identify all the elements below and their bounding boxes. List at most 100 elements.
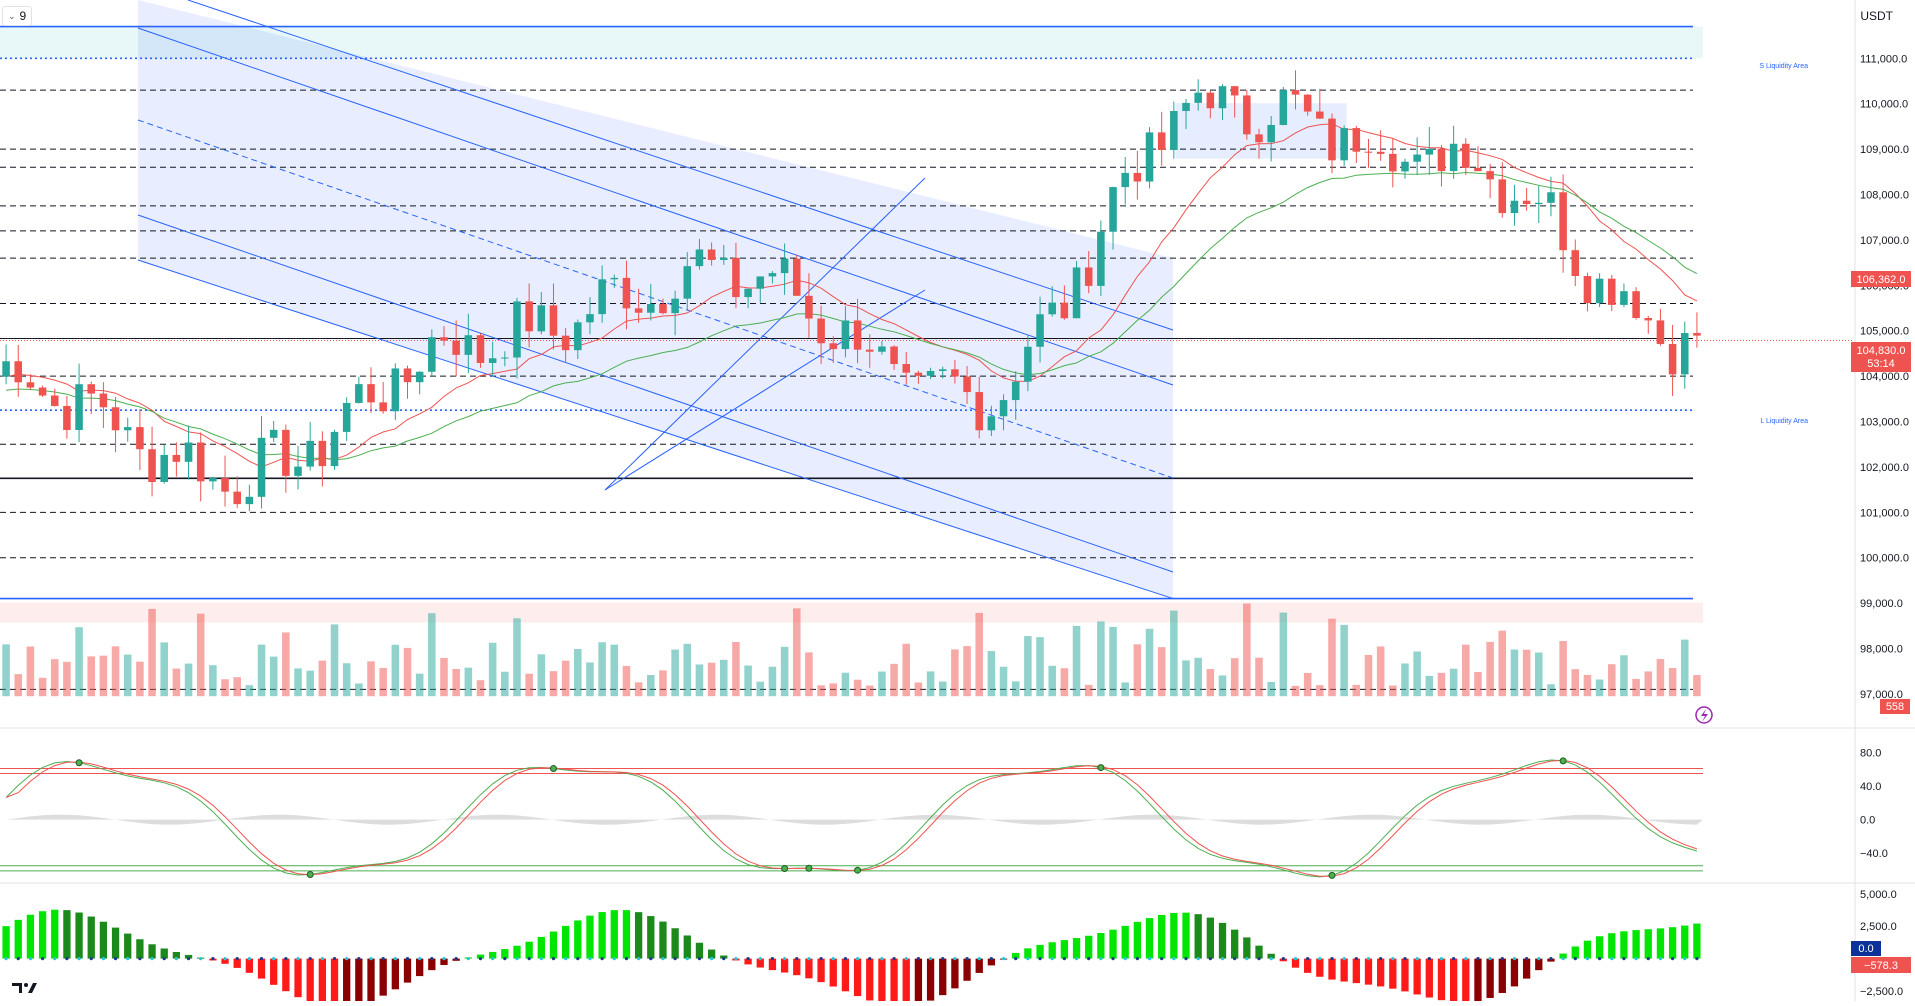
candle bbox=[732, 242, 740, 309]
price-tick-label: 101,000.0 bbox=[1860, 507, 1909, 519]
candle-body bbox=[1401, 161, 1409, 172]
macd-bar bbox=[805, 958, 813, 979]
macd-bar bbox=[63, 910, 71, 959]
volume-bar bbox=[136, 661, 144, 697]
macd-zero-dot bbox=[1683, 956, 1687, 961]
candle-body bbox=[1048, 302, 1056, 315]
candle bbox=[1206, 90, 1215, 119]
macd-zero-dot bbox=[478, 956, 483, 961]
macd-zero-dot bbox=[1135, 956, 1139, 961]
candle bbox=[598, 265, 606, 323]
volume-bar bbox=[720, 659, 728, 697]
candle bbox=[561, 328, 570, 363]
macd-zero-dot bbox=[989, 956, 993, 961]
macd-bar bbox=[513, 945, 521, 959]
volume-bar bbox=[14, 674, 23, 697]
macd-zero-dot bbox=[1427, 956, 1431, 961]
macd-bar bbox=[1072, 938, 1081, 959]
volume-bar bbox=[622, 665, 631, 697]
macd-value-badge bbox=[1851, 957, 1911, 973]
volume-bar bbox=[1121, 682, 1129, 697]
candle-body bbox=[1194, 92, 1202, 103]
candle-body bbox=[1607, 278, 1616, 305]
price-tick-label: 108,000.0 bbox=[1860, 190, 1909, 202]
macd-bar bbox=[111, 927, 120, 959]
volume-bar bbox=[1303, 672, 1312, 697]
macd-bar bbox=[1571, 946, 1579, 959]
volume-bar bbox=[245, 685, 254, 697]
candle bbox=[452, 320, 460, 377]
macd-bar bbox=[1510, 958, 1519, 987]
macd-zero-dot bbox=[1634, 956, 1638, 961]
volume-zone-band bbox=[0, 602, 1703, 623]
candle-timer-text: 53:14 bbox=[1867, 358, 1895, 370]
candle bbox=[1170, 101, 1178, 159]
candle-body bbox=[196, 442, 205, 482]
macd-bar bbox=[1304, 958, 1312, 973]
volume-bar bbox=[1097, 621, 1105, 697]
alert-bolt-icon[interactable] bbox=[1695, 706, 1713, 724]
candle bbox=[428, 329, 436, 378]
macd-bar bbox=[1462, 958, 1470, 1003]
volume-bar bbox=[513, 618, 521, 697]
descending-channel-fill bbox=[138, 0, 1173, 599]
candle bbox=[1632, 287, 1640, 320]
macd-bar bbox=[793, 958, 801, 976]
volume-bar bbox=[1109, 626, 1117, 697]
macd-zero-dot bbox=[1038, 956, 1042, 961]
candle-body bbox=[1680, 333, 1689, 375]
candle bbox=[902, 351, 911, 385]
macd-zero-dot bbox=[1342, 956, 1346, 961]
candle bbox=[1425, 126, 1434, 175]
macd-zero-dot bbox=[259, 956, 264, 961]
macd-zero-dot bbox=[564, 956, 568, 961]
volume-bar bbox=[1668, 668, 1677, 697]
macd-bar bbox=[707, 949, 716, 959]
candle-body bbox=[1157, 132, 1166, 150]
macd-bar bbox=[87, 916, 95, 959]
macd-zero-dot bbox=[466, 956, 470, 961]
candle-body bbox=[975, 392, 983, 431]
last-price-badge bbox=[1851, 342, 1911, 372]
macd-zero-dot bbox=[1269, 956, 1273, 961]
volume-bar bbox=[1644, 671, 1653, 697]
currency-label: USDT bbox=[1860, 9, 1893, 23]
macd-zero-dot bbox=[600, 956, 604, 961]
candle-body bbox=[1316, 111, 1324, 119]
price-tick-label: 98,000.0 bbox=[1860, 644, 1903, 656]
macd-bar bbox=[756, 958, 764, 968]
candle-body bbox=[160, 454, 168, 482]
candle-body bbox=[245, 496, 254, 505]
candle-body bbox=[890, 346, 898, 365]
macd-zero-dot bbox=[1208, 956, 1212, 961]
macd-zero-dot bbox=[1622, 956, 1626, 961]
candle bbox=[26, 374, 35, 390]
candle bbox=[1109, 186, 1117, 250]
volume-bar bbox=[318, 660, 327, 697]
volume-bar bbox=[1559, 641, 1567, 697]
macd-zero-dot bbox=[1281, 956, 1285, 961]
macd-zero-dot bbox=[199, 956, 203, 961]
macd-bar bbox=[1486, 958, 1494, 998]
candle bbox=[1595, 273, 1604, 307]
candle bbox=[878, 340, 886, 355]
interval-selector[interactable]: ⌄ 9 bbox=[2, 6, 33, 26]
candle-body bbox=[817, 318, 825, 344]
macd-zero-dot bbox=[345, 956, 349, 961]
volume-bar bbox=[598, 642, 606, 697]
candle-body bbox=[853, 320, 862, 350]
candle-body bbox=[659, 304, 667, 314]
candle-body bbox=[1693, 333, 1701, 336]
macd-bar bbox=[75, 912, 83, 959]
volume-bar bbox=[428, 613, 436, 697]
macd-bar bbox=[914, 958, 923, 1005]
candle bbox=[1157, 111, 1166, 166]
candlesticks bbox=[2, 70, 1701, 512]
volume-bar bbox=[695, 664, 704, 697]
candle-body bbox=[75, 384, 83, 431]
candle bbox=[1267, 115, 1275, 162]
macd-bar bbox=[1060, 940, 1069, 959]
volume-bar bbox=[1693, 675, 1701, 697]
